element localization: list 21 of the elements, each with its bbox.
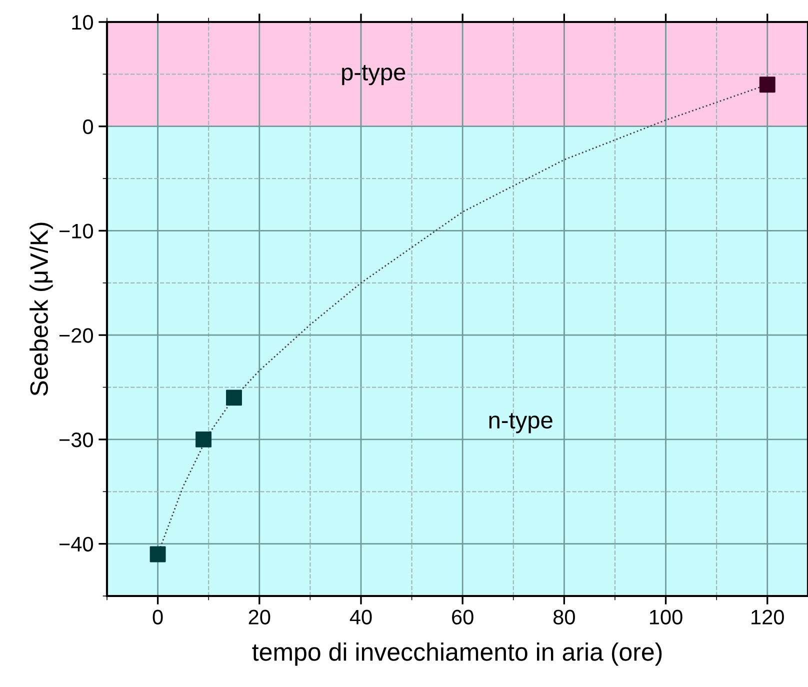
point [226,390,242,406]
x-axis-title: tempo di invecchiamento in aria (ore) [252,642,662,666]
y-tick-label: 0 [83,119,93,134]
point [196,431,212,448]
x-tick-label: 100 [650,610,682,624]
x-tick-label: 120 [752,610,784,624]
x-tick-label: 20 [248,610,270,624]
x-tick-label: 60 [452,610,474,624]
y-tick-label: −20 [59,328,93,343]
x-tick-label: 0 [152,610,163,624]
y-axis-title: Seebeck (μV/K) [30,222,53,396]
y-tick-label: 10 [72,15,93,30]
x-tick-label: 80 [553,610,575,624]
y-tick-label: −30 [59,432,93,448]
y-tick-label: −40 [59,536,93,552]
point [759,76,776,93]
band-label: n-type [489,413,552,434]
band-label: p-type [342,65,406,86]
x-tick-label: 40 [350,610,372,624]
y-tick-label: −10 [59,224,93,238]
point [150,546,166,562]
